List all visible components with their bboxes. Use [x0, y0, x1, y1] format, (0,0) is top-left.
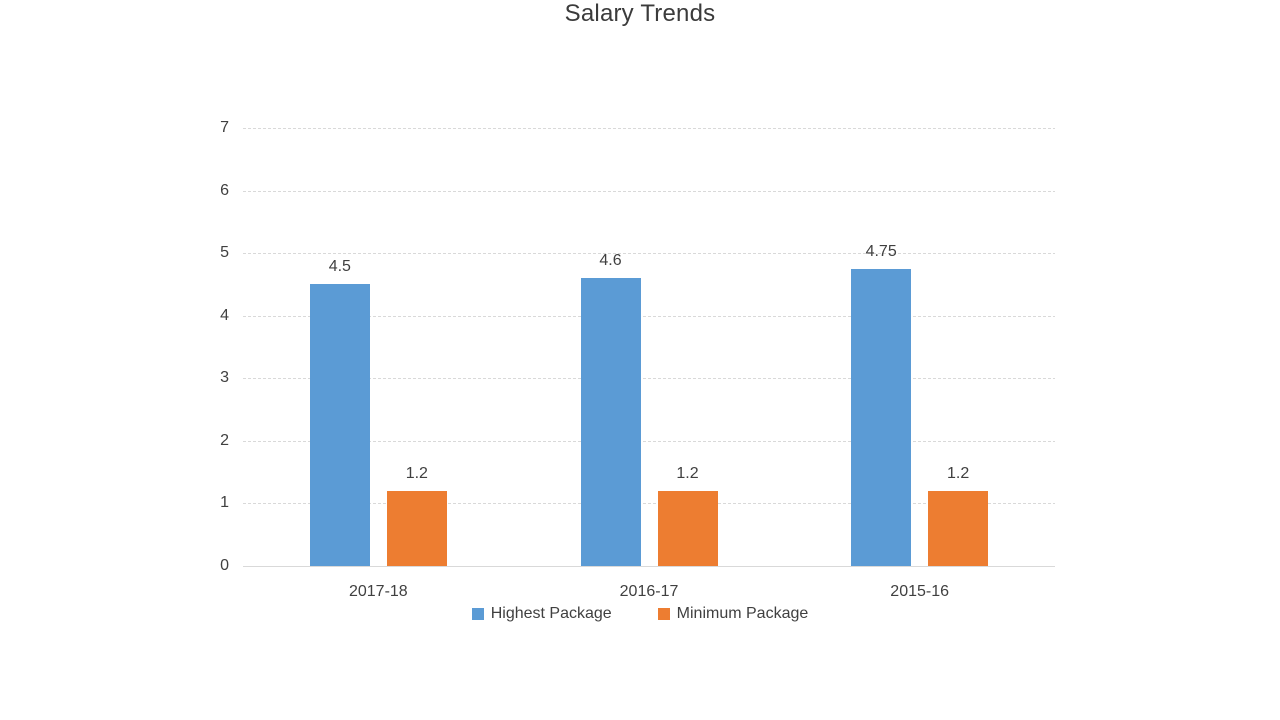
data-label: 4.5 [328, 258, 351, 276]
y-tick-label: 6 [220, 181, 229, 199]
y-tick-label: 4 [220, 306, 229, 324]
y-tick-label: 3 [220, 369, 229, 387]
data-label: 1.2 [676, 464, 699, 482]
legend-swatch-minimum-package [657, 608, 670, 620]
x-tick-label: 2017-18 [348, 583, 408, 600]
gridline [243, 190, 1055, 192]
gridline [243, 566, 1055, 567]
bar-minimum-package [928, 490, 989, 566]
legend: Highest Package Minimum Package [0, 606, 1280, 622]
gridline [243, 378, 1055, 380]
gridline [243, 253, 1055, 255]
y-tick-label: 7 [220, 119, 229, 136]
bar-minimum-package [386, 490, 447, 566]
bar-highest-package [851, 268, 912, 566]
data-label: 4.6 [599, 252, 622, 270]
gridline [243, 440, 1055, 442]
bar-highest-package [309, 284, 370, 566]
y-tick-label: 2 [220, 431, 229, 449]
y-tick-label: 1 [220, 494, 229, 512]
gridline [243, 315, 1055, 317]
chart-title: Salary Trends [564, 0, 716, 27]
x-tick-label: 2015-16 [890, 583, 950, 600]
y-tick-label: 0 [220, 557, 229, 574]
x-tick-label: 2016-17 [619, 583, 679, 600]
y-tick-label: 5 [220, 244, 229, 262]
data-label: 1.2 [947, 464, 970, 482]
data-label: 4.75 [865, 242, 897, 260]
gridline [243, 128, 1055, 129]
bar-highest-package [580, 278, 641, 566]
legend-item: Minimum Package [657, 605, 809, 622]
gridline [243, 503, 1055, 505]
bar-minimum-package [657, 490, 718, 566]
legend-item: Highest Package [471, 605, 612, 622]
legend-label: Minimum Package [676, 605, 809, 622]
legend-label: Highest Package [490, 605, 612, 622]
data-label: 1.2 [405, 464, 428, 482]
legend-swatch-highest-package [471, 608, 484, 620]
